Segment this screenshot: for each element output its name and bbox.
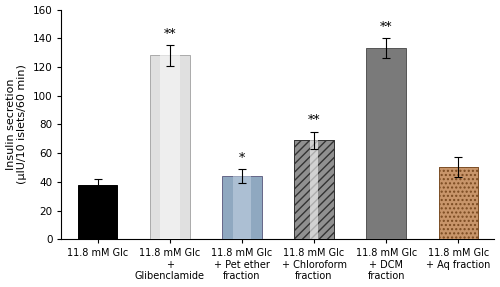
Bar xyxy=(366,48,406,239)
Bar xyxy=(294,140,334,239)
Bar xyxy=(78,185,118,239)
Text: **: ** xyxy=(308,114,320,127)
Y-axis label: Insulin secretion
(μIU/10 islets/60 min): Insulin secretion (μIU/10 islets/60 min) xyxy=(6,65,27,184)
Bar xyxy=(150,55,190,239)
Text: **: ** xyxy=(164,28,176,41)
Bar xyxy=(310,140,318,239)
Text: *: * xyxy=(239,152,245,164)
Bar xyxy=(438,167,478,239)
Bar xyxy=(233,176,251,239)
Text: **: ** xyxy=(380,21,392,34)
Bar xyxy=(222,176,262,239)
Bar xyxy=(294,140,334,239)
Bar xyxy=(438,167,478,239)
Bar xyxy=(160,55,180,239)
